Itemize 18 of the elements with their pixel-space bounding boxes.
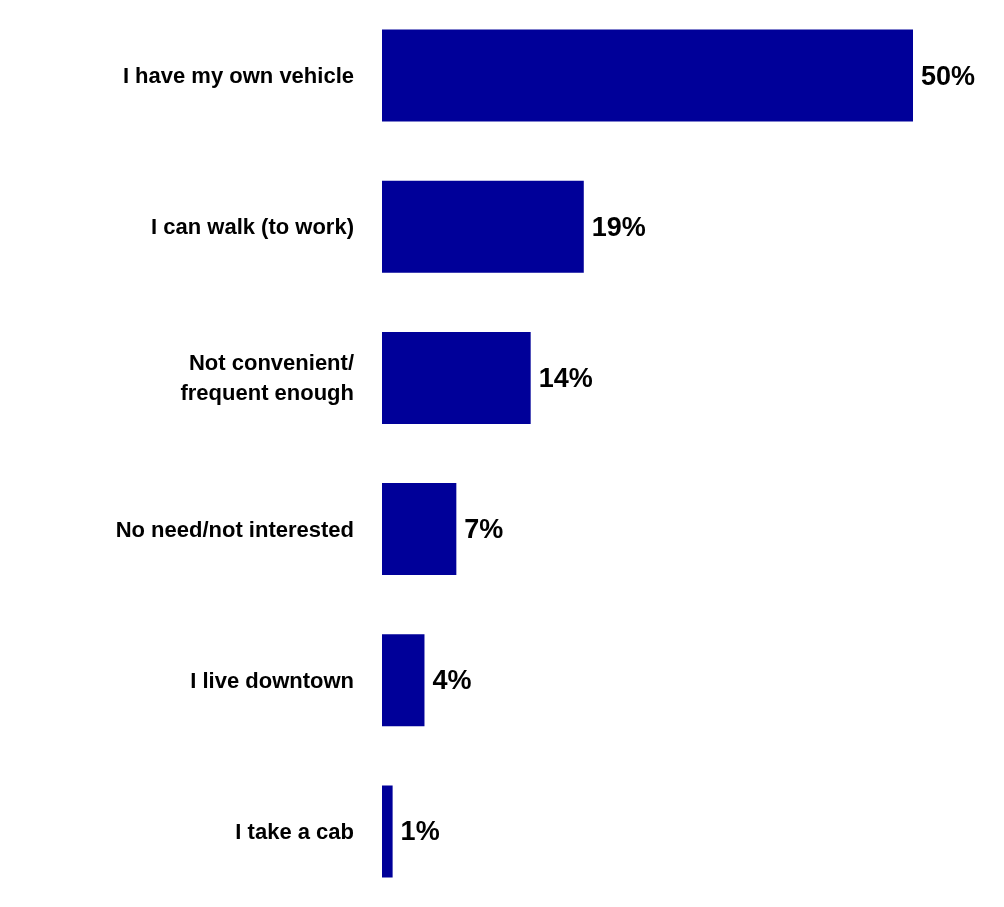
data-label: 4% <box>432 665 472 696</box>
bar <box>382 29 913 122</box>
y-tick-label: I live downtown <box>190 667 354 693</box>
data-label: 19% <box>591 211 646 242</box>
y-tick-label: I take a cab <box>235 818 354 844</box>
y-tick-label: I can walk (to work) <box>151 214 354 240</box>
data-label: 50% <box>921 60 976 91</box>
y-tick-label: I have my own vehicle <box>122 63 354 89</box>
bar <box>382 180 584 273</box>
bar <box>382 331 531 424</box>
data-label: 14% <box>538 362 593 393</box>
y-tick-label: No need/not interested <box>115 516 354 542</box>
y-tick-label: Not convenient/ frequent enough <box>180 350 354 406</box>
data-label: 1% <box>400 816 440 847</box>
bar <box>382 483 457 576</box>
bar <box>382 634 425 727</box>
bar <box>382 785 393 878</box>
data-label: 7% <box>464 514 504 545</box>
